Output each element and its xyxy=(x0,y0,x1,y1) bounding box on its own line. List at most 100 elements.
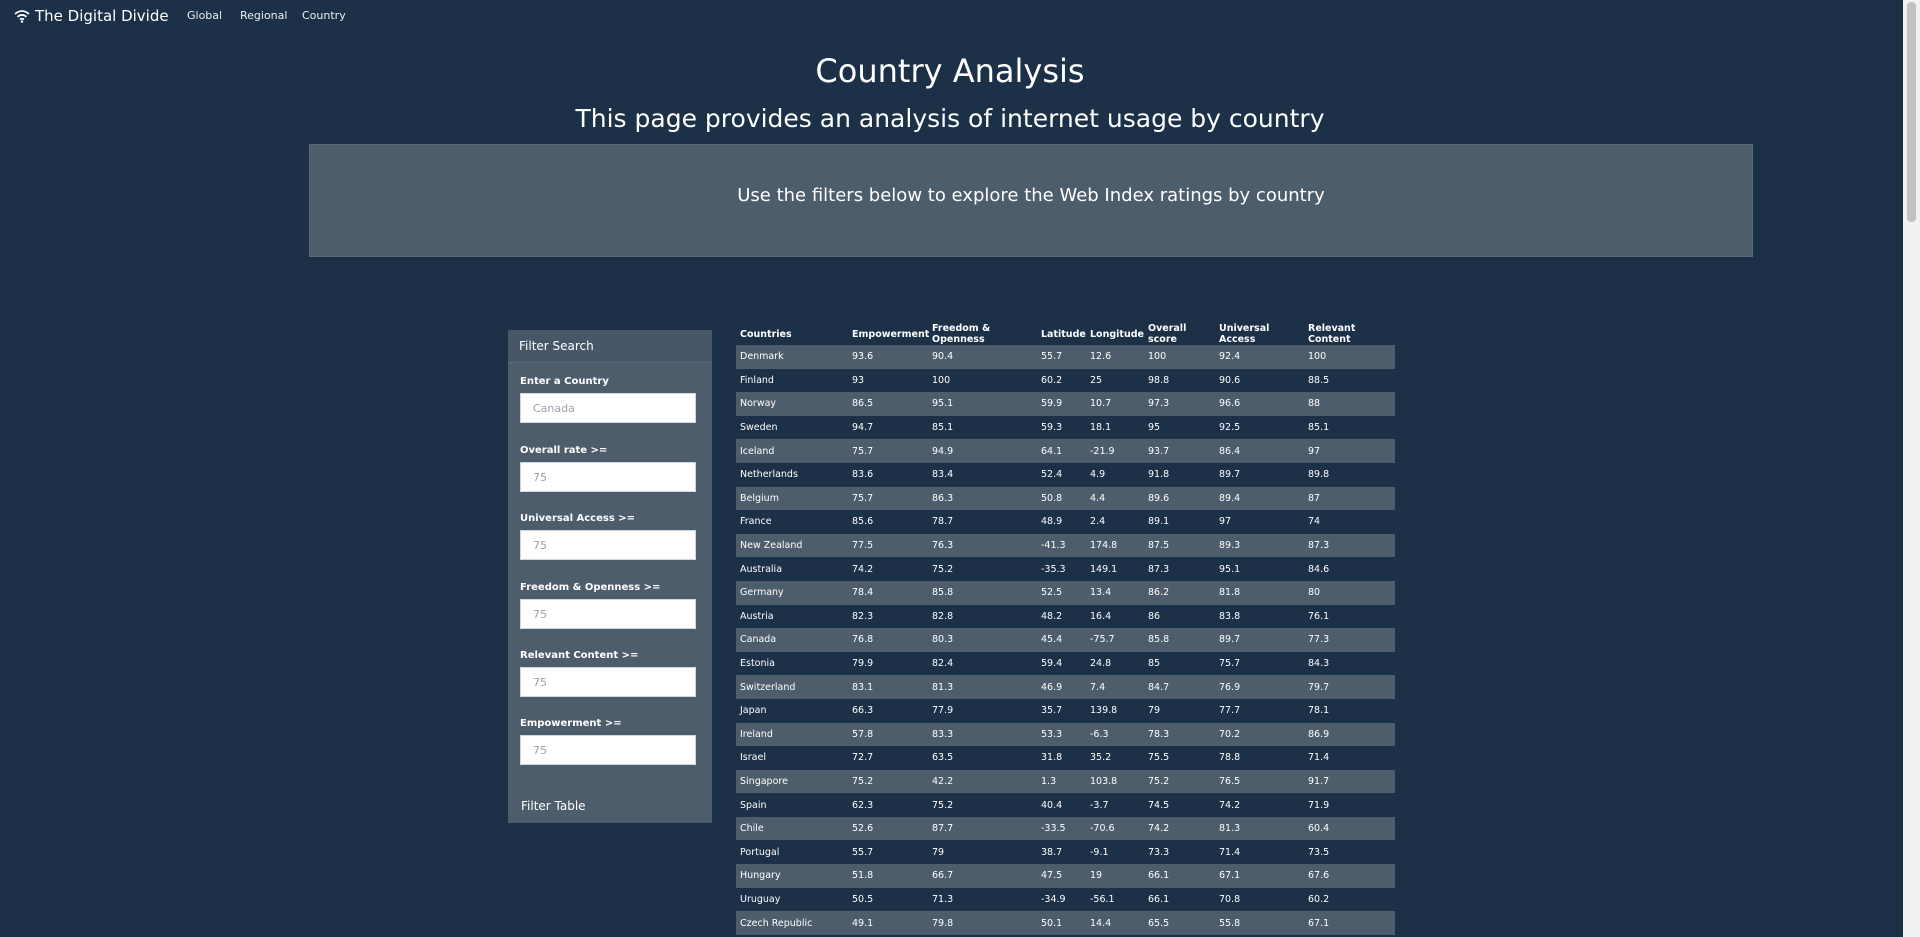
table-cell: 81.3 xyxy=(932,681,954,693)
column-header[interactable]: Latitude xyxy=(1041,328,1086,340)
table-cell: 51.8 xyxy=(852,870,874,882)
table-cell: 64.1 xyxy=(1041,445,1063,457)
table-row: Spain 62.3 75.2 40.4 -3.7 74.5 74.2 71.9 xyxy=(736,793,1395,817)
table-cell: 16.4 xyxy=(1090,610,1112,622)
table-cell: 79 xyxy=(932,846,945,858)
table-cell: 71.4 xyxy=(1219,846,1241,858)
table-row: Germany 78.4 85.8 52.5 13.4 86.2 81.8 80 xyxy=(736,580,1395,605)
table-cell: 70.2 xyxy=(1219,728,1241,740)
column-header[interactable]: Longitude xyxy=(1090,328,1144,340)
brand-name: The Digital Divide xyxy=(35,7,169,25)
table-cell: 75.2 xyxy=(932,799,954,811)
table-cell: 1.3 xyxy=(1041,775,1057,787)
table-row: Norway 86.5 95.1 59.9 10.7 97.3 96.6 88 xyxy=(736,392,1395,416)
table-cell: 73.3 xyxy=(1148,846,1170,858)
banner-text: Use the filters below to explore the Web… xyxy=(737,185,1325,206)
country-table: Countries Empowerment Freedom & Openness… xyxy=(736,323,1395,935)
table-cell: 57.8 xyxy=(852,728,874,740)
table-cell: -75.7 xyxy=(1090,634,1115,646)
table-cell: 75.7 xyxy=(852,445,874,457)
table-row: Iceland 75.7 94.9 64.1 -21.9 93.7 86.4 97 xyxy=(736,439,1395,463)
relevant-content-filter: Relevant Content >= xyxy=(520,649,698,697)
table-cell: 71.9 xyxy=(1308,799,1330,811)
table-cell: 78.8 xyxy=(1219,752,1241,764)
navbar: The Digital Divide Global Regional Count… xyxy=(0,0,1900,30)
table-cell: 4.9 xyxy=(1090,469,1106,481)
empowerment-label: Empowerment >= xyxy=(520,718,622,729)
brand[interactable]: The Digital Divide xyxy=(14,6,169,26)
nav-link-country[interactable]: Country xyxy=(302,9,346,22)
table-cell: -35.3 xyxy=(1041,563,1066,575)
table-cell: 78.3 xyxy=(1148,728,1170,740)
empowerment-filter: Empowerment >= xyxy=(520,717,698,765)
table-cell: 50.5 xyxy=(852,893,874,905)
table-cell: 97 xyxy=(1219,516,1232,528)
info-banner: Use the filters below to explore the Web… xyxy=(309,144,1753,257)
table-cell: 98.8 xyxy=(1148,374,1170,386)
column-header[interactable]: Overall score xyxy=(1148,323,1187,345)
table-cell: 87 xyxy=(1308,492,1321,504)
table-cell: 87.7 xyxy=(932,823,954,835)
country-cell: Canada xyxy=(740,634,777,646)
table-cell: 83.4 xyxy=(932,469,954,481)
country-filter-label: Enter a Country xyxy=(520,376,609,387)
table-cell: 86 xyxy=(1148,610,1161,622)
table-cell: 66.3 xyxy=(852,705,874,717)
table-cell: -33.5 xyxy=(1041,823,1066,835)
table-cell: 78.4 xyxy=(852,587,874,599)
nav-link-global[interactable]: Global xyxy=(187,9,223,22)
table-cell: 174.8 xyxy=(1090,540,1118,552)
table-cell: 96.6 xyxy=(1219,398,1241,410)
table-cell: 83.6 xyxy=(852,469,874,481)
country-cell: Switzerland xyxy=(740,681,796,693)
table-row: Israel 72.7 63.5 31.8 35.2 75.5 78.8 71.4 xyxy=(736,746,1395,770)
table-cell: 87.5 xyxy=(1148,540,1170,552)
table-row: Netherlands 83.6 83.4 52.4 4.9 91.8 89.7 89.8 xyxy=(736,462,1395,487)
table-cell: -34.9 xyxy=(1041,893,1066,905)
table-cell: 89.8 xyxy=(1308,469,1330,481)
filter-table-button[interactable]: Filter Table xyxy=(521,799,586,813)
universal-access-input[interactable] xyxy=(520,530,696,560)
filter-panel-title: Filter Search xyxy=(508,330,712,363)
table-cell: 81.3 xyxy=(1219,823,1241,835)
table-cell: 35.7 xyxy=(1041,705,1063,717)
column-header[interactable]: Countries xyxy=(740,328,792,340)
table-cell: 83.1 xyxy=(852,681,874,693)
country-cell: Portugal xyxy=(740,846,780,858)
country-cell: Uruguay xyxy=(740,893,781,905)
freedom-openness-label: Freedom & Openness >= xyxy=(520,582,661,593)
table-cell: 77.7 xyxy=(1219,705,1241,717)
table-cell: 89.4 xyxy=(1219,492,1241,504)
table-row: Switzerland 83.1 81.3 46.9 7.4 84.7 76.9 79.7 xyxy=(736,675,1395,699)
column-header[interactable]: Universal Access xyxy=(1219,323,1270,345)
relevant-content-input[interactable] xyxy=(520,667,696,697)
table-cell: -70.6 xyxy=(1090,823,1115,835)
table-cell: 83.3 xyxy=(932,728,954,740)
overall-rate-input[interactable] xyxy=(520,462,696,492)
table-row: Chile 52.6 87.7 -33.5 -70.6 74.2 81.3 60.4 xyxy=(736,816,1395,841)
column-header[interactable]: Freedom & Openness xyxy=(932,323,991,345)
scrollbar-thumb[interactable] xyxy=(1907,2,1916,222)
table-row: Singapore 75.2 42.2 1.3 103.8 75.2 76.5 91.7 xyxy=(736,769,1395,794)
country-cell: New Zealand xyxy=(740,540,803,552)
empowerment-input[interactable] xyxy=(520,735,696,765)
table-cell: 149.1 xyxy=(1090,563,1118,575)
freedom-openness-input[interactable] xyxy=(520,599,696,629)
country-cell: Israel xyxy=(740,752,766,764)
column-header[interactable]: Relevant Content xyxy=(1308,323,1356,345)
table-cell: 52.4 xyxy=(1041,469,1063,481)
column-header[interactable]: Empowerment xyxy=(852,328,930,340)
country-cell: Hungary xyxy=(740,870,781,882)
table-cell: 81.8 xyxy=(1219,587,1241,599)
table-cell: 71.4 xyxy=(1308,752,1330,764)
table-row: France 85.6 78.7 48.9 2.4 89.1 97 74 xyxy=(736,510,1395,534)
country-input[interactable] xyxy=(520,393,696,423)
table-cell: 4.4 xyxy=(1090,492,1106,504)
table-cell: 79.8 xyxy=(932,917,954,929)
table-cell: 55.8 xyxy=(1219,917,1241,929)
table-cell: 40.4 xyxy=(1041,799,1063,811)
table-cell: 2.4 xyxy=(1090,516,1106,528)
table-cell: 60.2 xyxy=(1308,893,1330,905)
page-scrollbar[interactable] xyxy=(1903,0,1920,937)
nav-link-regional[interactable]: Regional xyxy=(240,9,288,22)
